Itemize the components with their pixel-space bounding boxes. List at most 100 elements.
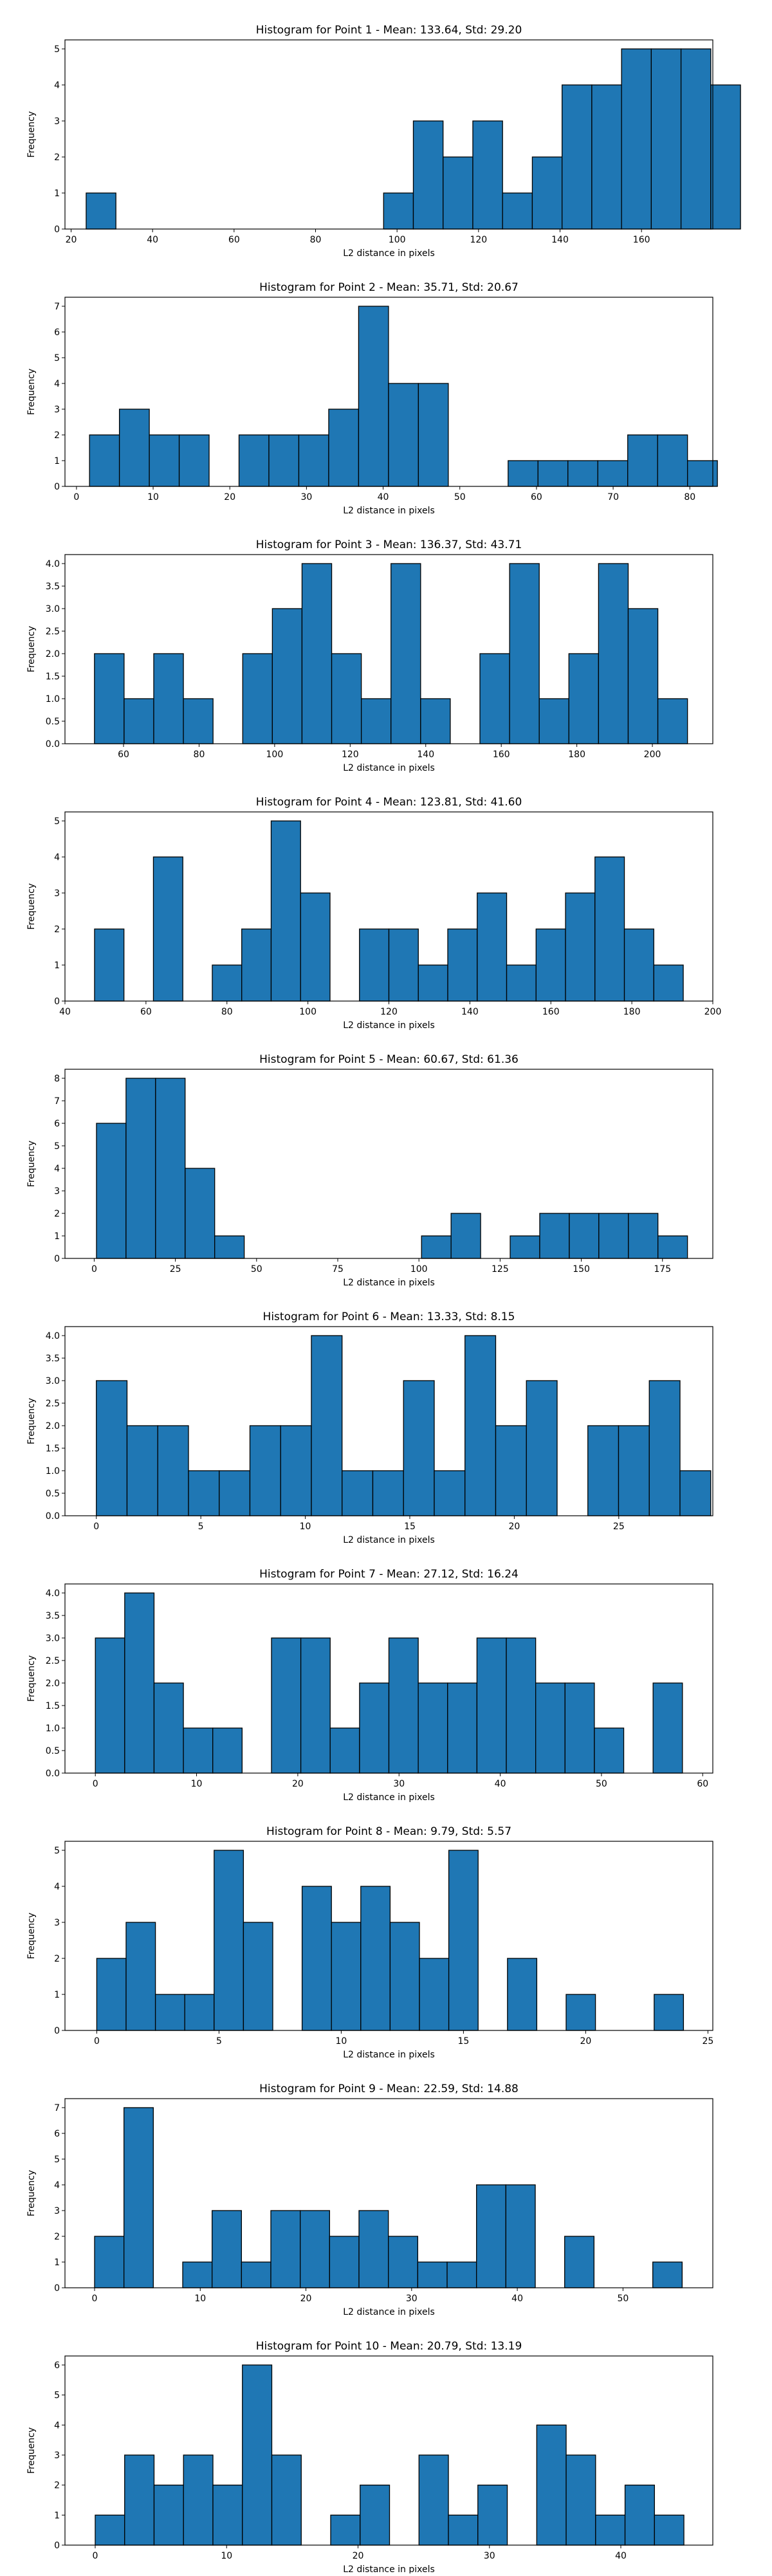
x-tick-label: 120 xyxy=(342,750,359,760)
y-tick-label: 5 xyxy=(54,1846,60,1856)
histogram-bar xyxy=(342,1470,374,1516)
y-tick-label: 4 xyxy=(54,2180,60,2191)
x-tick-label: 10 xyxy=(147,492,159,502)
x-tick-label: 80 xyxy=(221,1007,233,1017)
histogram-bar xyxy=(359,928,390,1002)
histogram-bar xyxy=(536,2424,567,2546)
histogram-bar xyxy=(300,2210,330,2288)
histogram-bar xyxy=(526,1380,558,1516)
y-axis-label: Frequency xyxy=(26,1398,37,1444)
histogram-bar xyxy=(418,1682,448,1774)
x-tick-label: 20 xyxy=(580,2036,591,2047)
y-axis-label: Frequency xyxy=(26,883,37,930)
histogram-bar xyxy=(212,964,243,1002)
histogram-bar xyxy=(311,1335,343,1516)
x-tick-label: 75 xyxy=(332,1264,344,1274)
y-tick-label: 2 xyxy=(54,2232,60,2242)
x-tick-label: 60 xyxy=(531,492,542,502)
chart-title: Histogram for Point 2 - Mean: 35.71, Std… xyxy=(259,281,519,294)
y-tick-label: 3.0 xyxy=(46,1633,60,1644)
histogram-panel-5: Histogram for Point 5 - Mean: 60.67, Std… xyxy=(26,1053,713,1288)
y-tick-label: 0 xyxy=(54,225,60,235)
y-tick-label: 0 xyxy=(54,997,60,1007)
histogram-bar xyxy=(360,2485,391,2546)
y-tick-label: 0 xyxy=(54,1254,60,1264)
y-axis-label: Frequency xyxy=(26,626,37,672)
histogram-bar xyxy=(331,653,362,744)
histogram-bar xyxy=(448,2514,479,2546)
histogram-bar xyxy=(94,2236,125,2288)
histogram-bar xyxy=(565,1994,596,2031)
histogram-panel-8: Histogram for Point 8 - Mean: 9.79, Std:… xyxy=(26,1825,713,2060)
y-tick-label: 3.0 xyxy=(46,1376,60,1386)
histogram-bar xyxy=(657,1235,688,1259)
histogram-bar xyxy=(679,1470,712,1516)
histogram-bar xyxy=(506,964,537,1002)
y-tick-label: 0.5 xyxy=(46,1489,60,1499)
x-tick-label: 175 xyxy=(654,1264,671,1274)
histogram-bar xyxy=(654,1994,685,2031)
histogram-bar xyxy=(182,2261,213,2288)
histogram-bar xyxy=(594,1727,625,1774)
chart-title: Histogram for Point 8 - Mean: 9.79, Std:… xyxy=(266,1825,511,1838)
y-tick-label: 1.5 xyxy=(46,672,60,682)
x-axis-label: L2 distance in pixels xyxy=(343,2564,435,2573)
y-tick-label: 4 xyxy=(54,2420,60,2431)
histogram-bar xyxy=(96,1380,128,1516)
histogram-bar xyxy=(595,2514,626,2546)
y-tick-label: 3 xyxy=(54,888,60,899)
x-tick-label: 20 xyxy=(508,1522,520,1532)
y-tick-label: 7 xyxy=(54,2103,60,2113)
x-tick-label: 0 xyxy=(94,2036,100,2047)
histogram-bar xyxy=(95,1637,125,1774)
y-tick-label: 1 xyxy=(54,456,60,466)
histogram-bar xyxy=(238,434,270,487)
bars xyxy=(95,2364,685,2546)
histogram-panel-1: Histogram for Point 1 - Mean: 133.64, St… xyxy=(26,24,741,259)
histogram-bar xyxy=(495,1425,527,1516)
x-tick-label: 10 xyxy=(335,2036,347,2047)
x-tick-label: 20 xyxy=(66,235,77,245)
y-tick-label: 2 xyxy=(54,430,60,441)
y-tick-label: 6 xyxy=(54,327,60,338)
x-tick-label: 0 xyxy=(93,1522,99,1532)
histogram-bar xyxy=(653,964,684,1002)
x-tick-label: 150 xyxy=(573,1264,590,1274)
histogram-bar xyxy=(450,1213,481,1259)
y-tick-label: 2.5 xyxy=(46,627,60,637)
chart-title: Histogram for Point 9 - Mean: 22.59, Std… xyxy=(259,2083,519,2095)
y-tick-label: 4 xyxy=(54,852,60,863)
x-tick-label: 30 xyxy=(484,2551,495,2561)
bars xyxy=(94,563,688,744)
histogram-bar xyxy=(388,383,419,487)
y-tick-label: 2 xyxy=(54,152,60,163)
bars xyxy=(96,1335,712,1516)
x-tick-label: 5 xyxy=(198,1522,204,1532)
histogram-bar xyxy=(185,1168,216,1259)
y-tick-label: 4 xyxy=(54,1882,60,1892)
y-tick-label: 5 xyxy=(54,353,60,363)
y-tick-label: 3.5 xyxy=(46,1354,60,1364)
y-tick-label: 6 xyxy=(54,2129,60,2139)
histogram-bar xyxy=(124,2454,155,2546)
y-tick-label: 3 xyxy=(54,116,60,127)
x-tick-label: 40 xyxy=(147,235,158,245)
histogram-bar xyxy=(657,698,688,744)
x-tick-label: 60 xyxy=(697,1779,708,1789)
histogram-bar xyxy=(564,2236,595,2288)
chart-title: Histogram for Point 3 - Mean: 136.37, St… xyxy=(256,538,522,551)
plot-frame xyxy=(64,2098,713,2288)
histogram-bar xyxy=(565,892,596,1002)
histogram-panel-6: Histogram for Point 6 - Mean: 13.33, Std… xyxy=(26,1311,713,1545)
bars xyxy=(86,48,741,230)
histogram-bar xyxy=(680,48,712,230)
y-tick-label: 0.0 xyxy=(46,739,60,750)
x-tick-label: 20 xyxy=(292,1779,304,1789)
histogram-bar xyxy=(271,608,303,744)
histogram-bar xyxy=(564,1682,595,1774)
x-tick-label: 140 xyxy=(417,750,434,760)
y-axis-label: Frequency xyxy=(26,1655,37,1702)
x-tick-label: 10 xyxy=(194,2294,206,2304)
x-axis-label: L2 distance in pixels xyxy=(343,1020,435,1031)
